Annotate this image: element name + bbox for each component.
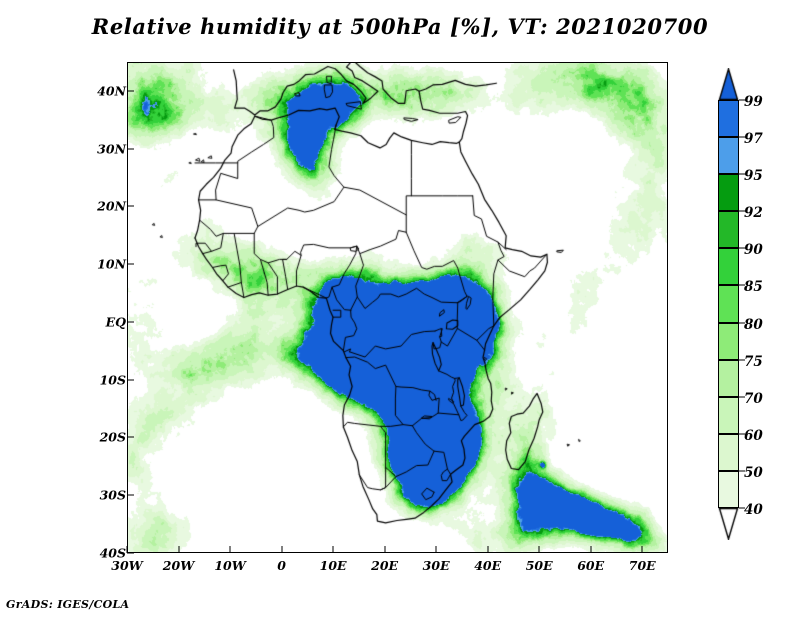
y-axis-tick: [127, 90, 134, 92]
colorbar-tick: [739, 433, 745, 435]
x-axis-tick: [126, 546, 128, 553]
x-axis-label: 40E: [474, 558, 502, 573]
colorbar-tick: [739, 359, 745, 361]
y-axis-label: 30S: [99, 487, 126, 503]
colorbar-tick: [739, 284, 745, 286]
x-axis-label: 30W: [111, 558, 143, 573]
y-axis-label: 10N: [97, 256, 126, 272]
x-axis-tick: [281, 546, 283, 553]
colorbar-segment: [718, 248, 739, 286]
colorbar-tick: [739, 396, 745, 398]
colorbar-segment: [718, 433, 739, 471]
x-axis-tick: [229, 546, 231, 553]
colorbar-tick-label: 40: [744, 502, 763, 518]
colorbar-top-arrow: [718, 68, 739, 100]
colorbar-tick-label: 95: [744, 168, 763, 185]
colorbar: [718, 100, 739, 508]
y-axis-label: 10S: [99, 372, 126, 388]
page-title: Relative humidity at 500hPa [%], VT: 202…: [91, 14, 709, 39]
colorbar-segment: [718, 359, 739, 397]
coastline-border-overlay-canvas: [128, 63, 667, 552]
x-axis-label: 20W: [162, 558, 195, 573]
x-axis-tick: [384, 546, 386, 553]
x-axis-tick: [332, 546, 334, 553]
y-axis-label: 40N: [97, 83, 126, 99]
colorbar-segment: [718, 322, 739, 360]
colorbar-bottom-arrow: [718, 508, 739, 540]
colorbar-tick: [739, 173, 745, 175]
x-axis-tick: [178, 546, 180, 553]
map-plot-area: [127, 62, 668, 553]
colorbar-tick-label: 99: [744, 94, 763, 110]
x-axis-label: 0: [277, 558, 286, 573]
y-axis-tick: [127, 379, 134, 381]
y-axis-tick: [127, 148, 134, 150]
y-axis-tick: [127, 205, 134, 207]
x-axis-label: 50E: [525, 558, 553, 573]
colorbar-segment: [718, 470, 739, 508]
colorbar-tick: [739, 99, 745, 101]
colorbar-tick-label: 85: [744, 279, 763, 296]
colorbar-tick: [739, 507, 745, 509]
x-axis-tick: [487, 546, 489, 553]
colorbar-segment: [718, 211, 739, 249]
colorbar-segment: [718, 396, 739, 434]
x-axis-label: 60E: [577, 558, 605, 573]
x-axis-label: 70E: [628, 558, 656, 573]
y-axis-tick: [127, 436, 134, 438]
x-axis-tick: [641, 546, 643, 553]
colorbar-tick: [739, 210, 745, 212]
colorbar-tick-label: 92: [744, 205, 763, 222]
y-axis-tick: [127, 552, 134, 554]
colorbar-tick-label: 70: [744, 390, 763, 407]
colorbar-segment: [718, 100, 739, 138]
colorbar-tick: [739, 322, 745, 324]
y-axis-label: 40S: [99, 545, 126, 561]
colorbar-tick: [739, 247, 745, 249]
colorbar-tick-label: 50: [744, 464, 763, 481]
x-axis-label: 30E: [422, 558, 450, 573]
colorbar-tick-label: 60: [744, 427, 763, 444]
y-axis-tick: [127, 321, 134, 323]
x-axis-label: 20E: [371, 558, 399, 573]
colorbar-segment: [718, 137, 739, 175]
y-axis-label: 30N: [97, 141, 126, 157]
colorbar-segment: [718, 174, 739, 212]
colorbar-tick-label: 97: [744, 131, 763, 148]
colorbar-tick-label: 75: [744, 353, 763, 370]
colorbar-tick-label: 80: [744, 316, 763, 333]
y-axis-tick: [127, 263, 134, 265]
x-axis-label: 10W: [214, 558, 246, 573]
y-axis-label: 20S: [99, 429, 126, 445]
y-axis-label: EQ: [105, 314, 126, 330]
x-axis-label: 10E: [319, 558, 347, 573]
colorbar-segment: [718, 285, 739, 323]
x-axis-tick: [435, 546, 437, 553]
colorbar-tick: [739, 136, 745, 138]
x-axis-tick: [538, 546, 540, 553]
credit-text: GrADS: IGES/COLA: [6, 598, 130, 611]
colorbar-tick: [739, 470, 745, 472]
y-axis-label: 20N: [97, 198, 126, 214]
x-axis-tick: [590, 546, 592, 553]
colorbar-tick-label: 90: [744, 242, 763, 259]
y-axis-tick: [127, 494, 134, 496]
